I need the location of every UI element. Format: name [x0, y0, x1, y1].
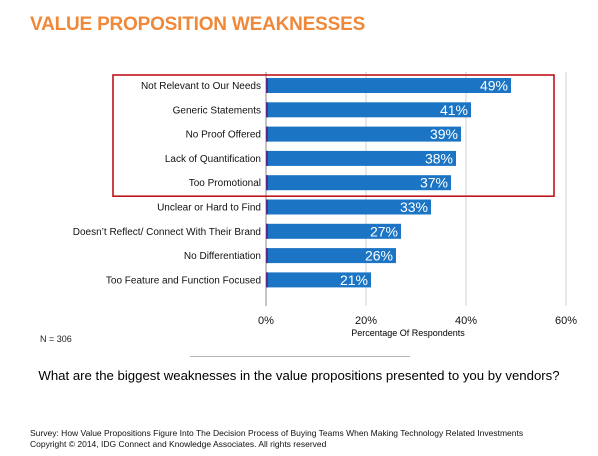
category-label: Doesn’t Reflect/ Connect With Their Bran… [73, 227, 261, 238]
category-label: Lack of Quantification [165, 154, 261, 165]
bar-edge [266, 272, 268, 288]
value-label: 39% [430, 126, 458, 142]
bar [266, 248, 396, 264]
bar-edge [266, 78, 268, 93]
bar-edge [266, 126, 268, 142]
x-axis-ticks: 0% 20% 40% 60% [258, 315, 577, 327]
bar [266, 175, 451, 191]
sample-size-note: N = 306 [40, 334, 72, 344]
x-tick-label: 20% [355, 315, 377, 327]
bar-edge [266, 199, 268, 215]
x-tick-label: 60% [555, 315, 577, 327]
bar [266, 272, 371, 288]
x-tick-label: 0% [258, 315, 274, 327]
category-labels: Not Relevant to Our Needs Generic Stateme… [73, 81, 261, 286]
value-label: 33% [400, 199, 428, 215]
bar [266, 150, 456, 166]
category-label: No Proof Offered [186, 130, 261, 141]
divider [190, 356, 410, 357]
category-label: Too Feature and Function Focused [106, 275, 261, 286]
survey-question: What are the biggest weaknesses in the v… [38, 368, 560, 383]
value-label: 38% [425, 150, 453, 166]
survey-source: Survey: How Value Propositions Figure In… [30, 428, 524, 438]
bar [266, 126, 461, 142]
category-label: No Differentiation [184, 251, 261, 262]
bar [266, 102, 471, 118]
category-label: Unclear or Hard to Find [157, 203, 261, 214]
bar [266, 199, 431, 215]
value-label: 37% [420, 175, 448, 191]
bar-edge [266, 150, 268, 166]
bars [266, 78, 511, 288]
category-label: Generic Statements [173, 105, 261, 116]
value-label: 41% [440, 102, 468, 118]
copyright: Copyright © 2014, IDG Connect and Knowle… [30, 439, 327, 449]
value-label: 21% [340, 272, 368, 288]
bar-edge [266, 248, 268, 264]
bar [266, 78, 511, 93]
bar-chart: Not Relevant to Our Needs Generic Stateme… [73, 72, 577, 338]
chart-title: VALUE PROPOSITION WEAKNESSES [30, 14, 366, 35]
footer: Survey: How Value Propositions Figure In… [30, 428, 523, 450]
bar-edge [266, 102, 268, 118]
highlight-box [112, 74, 555, 197]
value-label: 26% [365, 248, 393, 264]
value-labels: 49% 41% 39% 38% 37% 33%27% 26% 21% [340, 78, 508, 288]
bar [266, 223, 401, 239]
category-label: Not Relevant to Our Needs [141, 81, 261, 92]
x-axis-title: Percentage Of Respondents [351, 328, 465, 338]
category-label: Too Promotional [189, 178, 261, 189]
x-tick-label: 40% [455, 315, 477, 327]
value-label: 49% [480, 78, 508, 94]
bar-edge [266, 175, 268, 191]
bar-edge [266, 223, 268, 239]
value-label: 27% [370, 223, 398, 239]
